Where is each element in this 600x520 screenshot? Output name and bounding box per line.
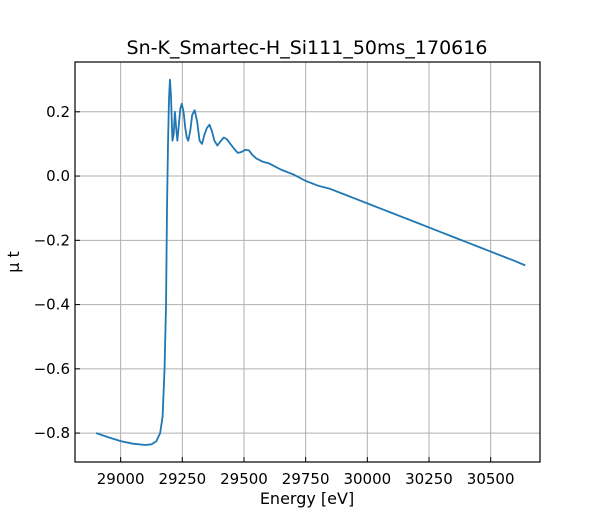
y-tick-label: −0.8	[34, 424, 70, 442]
y-tick-label: −0.2	[34, 231, 70, 249]
series-layer	[95, 78, 526, 446]
series-line	[95, 78, 526, 446]
x-axis-label: Energy [eV]	[260, 489, 354, 508]
y-tick-label: 0.0	[46, 167, 70, 185]
x-tick-label: 29250	[158, 470, 206, 488]
plot-frame	[74, 61, 541, 463]
x-tick-label: 29000	[97, 470, 145, 488]
x-tick-label: 30250	[405, 470, 453, 488]
x-tick-label: 29500	[220, 470, 268, 488]
x-tick-label: 30000	[343, 470, 391, 488]
chart-title: Sn-K_Smartec-H_Si111_50ms_170616	[127, 37, 488, 59]
y-tick-label: −0.6	[34, 360, 70, 378]
y-tick-label: −0.4	[34, 296, 70, 314]
x-tick-label: 30500	[467, 470, 515, 488]
axis-ticks: 29000 29250 29500 29750 30000 30250 30500 −0.8 −…	[34, 103, 515, 488]
y-tick-label: 0.2	[46, 103, 70, 121]
x-tick-label: 29750	[282, 470, 330, 488]
grid-lines	[75, 62, 540, 462]
y-axis-label: μ t	[4, 251, 23, 273]
